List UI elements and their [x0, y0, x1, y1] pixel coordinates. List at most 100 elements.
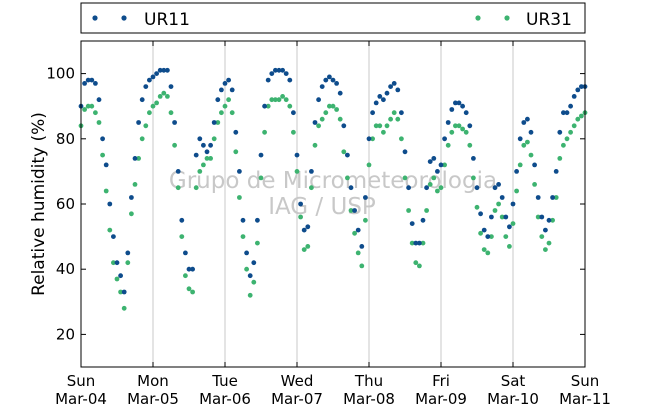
data-point-ur31 [204, 156, 210, 161]
data-point-ur11 [420, 217, 426, 223]
x-tick-label-date: Mar-10 [487, 390, 539, 408]
data-point-ur11 [280, 67, 285, 73]
data-point-ur31 [359, 263, 365, 269]
data-point-ur31 [363, 217, 368, 223]
data-point-ur11 [179, 217, 185, 223]
data-point-ur31 [355, 250, 361, 256]
data-point-ur11 [132, 156, 138, 161]
data-point-ur11 [553, 169, 559, 174]
data-point-ur11 [492, 185, 498, 191]
data-point-ur11 [557, 129, 563, 135]
data-point-ur11 [103, 162, 109, 168]
data-point-ur31 [309, 185, 314, 191]
y-tick-label: 40 [56, 260, 75, 278]
data-point-ur31 [406, 208, 411, 213]
data-point-ur11 [417, 240, 422, 246]
data-point-ur31 [453, 123, 458, 129]
data-point-ur31 [208, 156, 214, 161]
data-point-ur11 [471, 156, 476, 161]
data-point-ur11 [391, 81, 397, 86]
data-point-ur11 [355, 227, 361, 233]
data-point-ur11 [481, 227, 487, 233]
data-point-ur11 [463, 110, 469, 116]
data-point-ur31 [287, 103, 293, 109]
data-point-ur31 [543, 247, 548, 253]
data-point-ur31 [514, 188, 519, 194]
data-point-ur11 [438, 162, 444, 168]
data-point-ur31 [222, 103, 228, 109]
data-point-ur11 [409, 221, 415, 227]
x-tick-label-date: Mar-04 [55, 390, 107, 408]
data-point-ur11 [204, 149, 210, 155]
data-point-ur11 [579, 84, 584, 89]
data-point-ur11 [327, 74, 332, 80]
data-point-ur11 [154, 71, 160, 76]
data-point-ur11 [265, 77, 271, 83]
data-point-ur11 [456, 100, 462, 106]
data-point-ur31 [114, 276, 120, 282]
data-point-ur31 [283, 97, 289, 103]
data-point-ur31 [510, 221, 516, 227]
data-point-ur31 [456, 123, 462, 129]
data-point-ur31 [280, 94, 285, 99]
y-axis: 20 40 60 80 100 [46, 65, 585, 343]
data-point-ur31 [438, 185, 444, 191]
data-point-ur31 [82, 107, 87, 112]
data-point-ur11 [507, 224, 512, 230]
data-point-ur11 [499, 195, 505, 200]
data-point-ur31 [474, 204, 480, 210]
y-tick-label: 100 [46, 65, 75, 83]
data-point-ur31 [435, 188, 440, 194]
data-point-ur11 [193, 152, 199, 158]
data-point-ur11 [510, 201, 516, 207]
data-point-ur31 [535, 214, 541, 220]
data-point-ur31 [251, 279, 257, 285]
data-point-ur31 [258, 175, 264, 181]
data-point-ur31 [305, 244, 311, 249]
data-point-ur31 [229, 110, 235, 116]
data-point-ur31 [449, 129, 455, 135]
data-point-ur11 [157, 67, 163, 73]
data-point-ur11 [294, 152, 300, 158]
data-point-ur11 [273, 67, 278, 73]
data-point-ur31 [85, 103, 91, 109]
data-point-ur31 [345, 175, 350, 181]
data-point-ur11 [229, 87, 235, 93]
data-point-ur11 [283, 71, 289, 76]
data-point-ur11 [244, 250, 250, 256]
data-point-ur11 [532, 162, 537, 168]
data-point-ur31 [553, 195, 559, 200]
data-point-ur11 [255, 217, 260, 223]
data-point-ur11 [269, 71, 275, 76]
data-point-ur31 [276, 97, 282, 103]
data-point-ur11 [143, 84, 149, 89]
data-point-ur31 [316, 123, 321, 129]
data-point-ur31 [445, 142, 451, 148]
data-point-ur31 [557, 156, 563, 161]
data-point-ur31 [391, 110, 397, 116]
data-point-ur31 [431, 175, 437, 181]
data-point-ur11 [445, 120, 451, 125]
data-point-ur31 [107, 227, 113, 233]
data-point-ur31 [240, 234, 246, 240]
data-point-ur11 [514, 169, 519, 174]
data-point-ur31 [366, 162, 372, 168]
data-point-ur31 [370, 136, 375, 142]
data-point-ur11 [561, 110, 566, 116]
data-point-ur11 [550, 195, 555, 200]
data-point-ur31 [377, 123, 383, 129]
data-point-ur31 [136, 156, 142, 161]
legend: UR11 UR31 [80, 2, 586, 34]
data-point-ur31 [237, 195, 242, 200]
data-point-ur31 [388, 116, 393, 122]
data-point-ur11 [348, 185, 354, 191]
data-point-ur31 [561, 142, 566, 148]
data-point-ur31 [139, 136, 145, 142]
data-point-ur31 [481, 247, 487, 253]
data-point-ur31 [409, 240, 415, 246]
data-point-ur11 [467, 123, 473, 129]
data-point-ur31 [233, 149, 239, 155]
data-point-ur11 [219, 87, 224, 93]
data-point-ur11 [395, 87, 401, 93]
